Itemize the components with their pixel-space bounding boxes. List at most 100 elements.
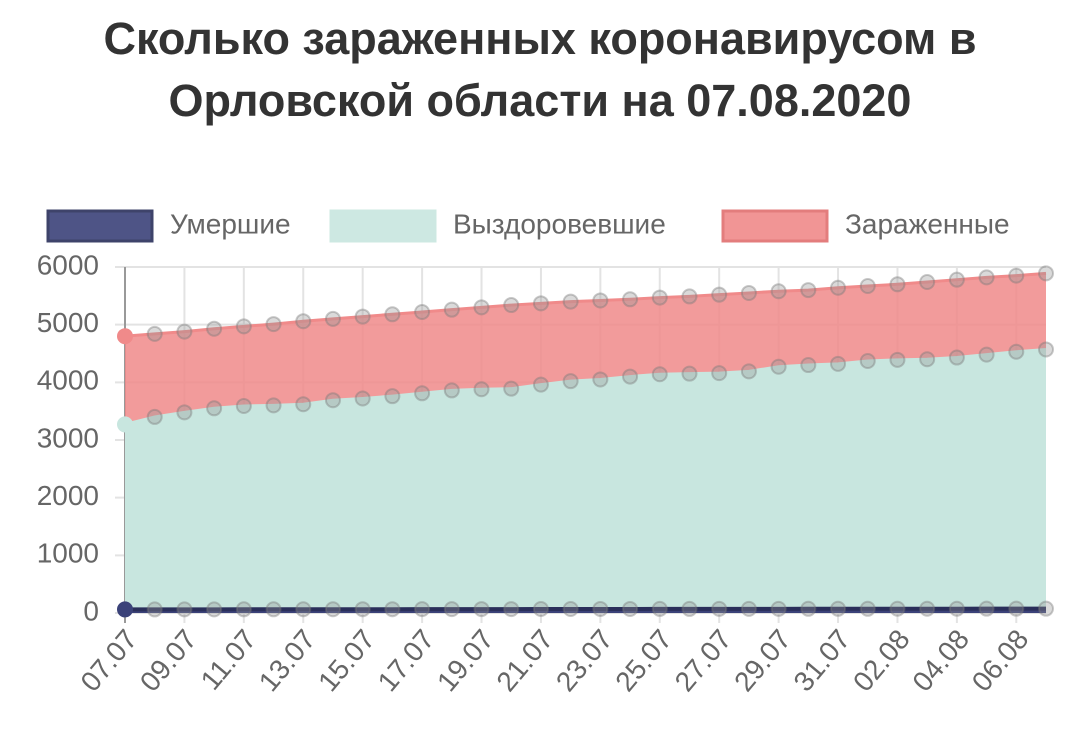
point <box>622 600 639 617</box>
point <box>651 366 668 383</box>
point <box>1038 265 1054 282</box>
point <box>176 404 193 421</box>
point <box>1008 267 1025 284</box>
y-tick-label: 5000 <box>37 307 99 338</box>
point <box>681 600 698 617</box>
point <box>830 279 847 296</box>
x-tick-label: 09.07 <box>134 624 203 698</box>
point <box>414 303 431 320</box>
legend-label: Зараженные <box>845 208 1010 239</box>
point <box>265 601 282 618</box>
point <box>532 376 549 393</box>
point <box>532 601 549 618</box>
point <box>889 276 906 293</box>
point <box>1038 600 1054 617</box>
point <box>354 601 371 618</box>
point <box>859 352 876 369</box>
point <box>473 381 490 398</box>
point <box>384 601 401 618</box>
point <box>206 601 223 618</box>
point <box>384 306 401 323</box>
point <box>235 397 252 414</box>
x-tick-label: 04.08 <box>906 624 975 698</box>
point <box>711 365 728 382</box>
point <box>800 282 817 299</box>
point <box>503 601 520 618</box>
point <box>473 299 490 316</box>
x-tick-label: 23.07 <box>550 624 619 698</box>
line <box>124 347 1047 426</box>
point <box>443 382 460 399</box>
point <box>265 397 282 414</box>
x-tick-label: 31.07 <box>787 624 856 698</box>
point <box>740 363 757 380</box>
point <box>235 601 252 618</box>
point <box>830 355 847 372</box>
x-tick-label: 06.08 <box>966 624 1035 698</box>
y-tick-label: 2000 <box>37 480 99 511</box>
x-tick-label: 27.07 <box>669 624 738 698</box>
point <box>146 325 163 342</box>
point <box>324 392 341 409</box>
x-tick-label: 11.07 <box>195 624 262 696</box>
point <box>473 601 490 618</box>
point <box>770 358 787 375</box>
point <box>414 385 431 402</box>
x-tick-label: 15.07 <box>312 624 381 698</box>
point <box>651 289 668 306</box>
chart-title: Сколько зараженных коронавирусом в Орлов… <box>103 13 977 126</box>
point <box>1008 343 1025 360</box>
point <box>948 349 965 366</box>
point <box>235 318 252 335</box>
point <box>889 600 906 617</box>
point <box>1008 600 1025 617</box>
point <box>354 390 371 407</box>
legend-label: Умершие <box>170 208 291 239</box>
legend-label: Выздоровевшие <box>453 208 666 239</box>
y-tick-label: 1000 <box>37 538 99 569</box>
point <box>859 278 876 295</box>
point <box>681 288 698 305</box>
point <box>740 600 757 617</box>
legend-swatch <box>46 209 154 243</box>
point <box>176 601 193 618</box>
point <box>354 308 371 325</box>
point <box>295 601 312 618</box>
x-tick-label: 02.08 <box>847 624 916 698</box>
point <box>206 320 223 337</box>
x-tick-label: 17.07 <box>372 624 441 698</box>
point <box>740 284 757 301</box>
point <box>978 600 995 617</box>
point <box>800 600 817 617</box>
point <box>681 365 698 382</box>
point <box>295 313 312 330</box>
point <box>562 373 579 390</box>
y-tick-label: 3000 <box>37 422 99 453</box>
point <box>295 396 312 413</box>
point <box>532 295 549 312</box>
point <box>622 368 639 385</box>
point <box>324 310 341 327</box>
point <box>711 286 728 303</box>
point <box>948 600 965 617</box>
point <box>651 600 668 617</box>
point <box>859 600 876 617</box>
line <box>125 606 1046 612</box>
point <box>503 297 520 314</box>
point <box>622 291 639 308</box>
point <box>117 416 133 433</box>
line <box>124 271 1047 338</box>
point <box>978 346 995 363</box>
point <box>324 601 341 618</box>
x-tick-label: 13.07 <box>253 624 322 698</box>
point <box>117 328 133 345</box>
legend-swatch <box>329 209 437 243</box>
point <box>978 269 995 286</box>
point <box>770 600 787 617</box>
x-tick-label: 19.07 <box>431 624 500 698</box>
point <box>176 323 193 340</box>
point <box>562 601 579 618</box>
point <box>919 351 936 368</box>
